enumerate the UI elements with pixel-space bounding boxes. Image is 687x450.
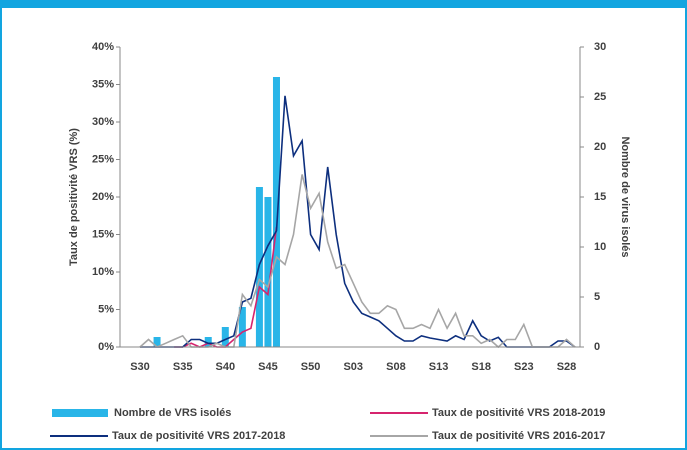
y2-tick-label: 25 — [594, 91, 606, 103]
bar — [204, 337, 212, 347]
y2-tick-label: 30 — [594, 41, 606, 53]
y-tick-label: 5% — [98, 303, 114, 315]
y-tick-label: 35% — [92, 78, 114, 90]
x-tick-label: S28 — [557, 361, 577, 373]
x-tick-label: S50 — [301, 361, 321, 373]
x-tick-label: S40 — [216, 361, 236, 373]
x-tick-label: S45 — [258, 361, 278, 373]
y-tick-label: 40% — [92, 41, 114, 53]
x-tick-label: S08 — [386, 361, 406, 373]
top-band — [0, 0, 687, 8]
y-tick-label: 25% — [92, 153, 114, 165]
bar — [153, 337, 161, 347]
y-tick-label: 15% — [92, 228, 114, 240]
y-tick-label: 0% — [98, 341, 114, 353]
legend-swatch — [52, 409, 108, 417]
y2-axis-title: Nombre de virus isolés — [619, 136, 631, 257]
y2-tick-label: 5 — [594, 291, 600, 303]
y2-tick-label: 0 — [594, 341, 600, 353]
legend-label: Taux de positivité VRS 2017-2018 — [112, 430, 285, 442]
x-tick-label: S23 — [514, 361, 534, 373]
line — [140, 95, 576, 348]
bar — [264, 197, 272, 347]
legend-label: Nombre de VRS isolés — [114, 407, 231, 419]
x-tick-label: S03 — [343, 361, 363, 373]
legend-label: Taux de positivité VRS 2018-2019 — [432, 407, 605, 419]
y2-tick-label: 20 — [594, 141, 606, 153]
legend-label: Taux de positivité VRS 2016-2017 — [432, 430, 605, 442]
x-tick-label: S30 — [130, 361, 150, 373]
y-tick-label: 20% — [92, 191, 114, 203]
y2-tick-label: 10 — [594, 241, 606, 253]
bar — [221, 327, 229, 347]
y-axis-title: Taux de positivité VRS (%) — [68, 128, 80, 266]
y2-tick-label: 15 — [594, 191, 606, 203]
bar — [238, 307, 246, 347]
bar — [272, 77, 280, 347]
y-tick-label: 10% — [92, 266, 114, 278]
y-tick-label: 30% — [92, 116, 114, 128]
x-tick-label: S18 — [471, 361, 491, 373]
x-tick-label: S13 — [429, 361, 449, 373]
x-tick-label: S35 — [173, 361, 193, 373]
line — [139, 174, 576, 349]
